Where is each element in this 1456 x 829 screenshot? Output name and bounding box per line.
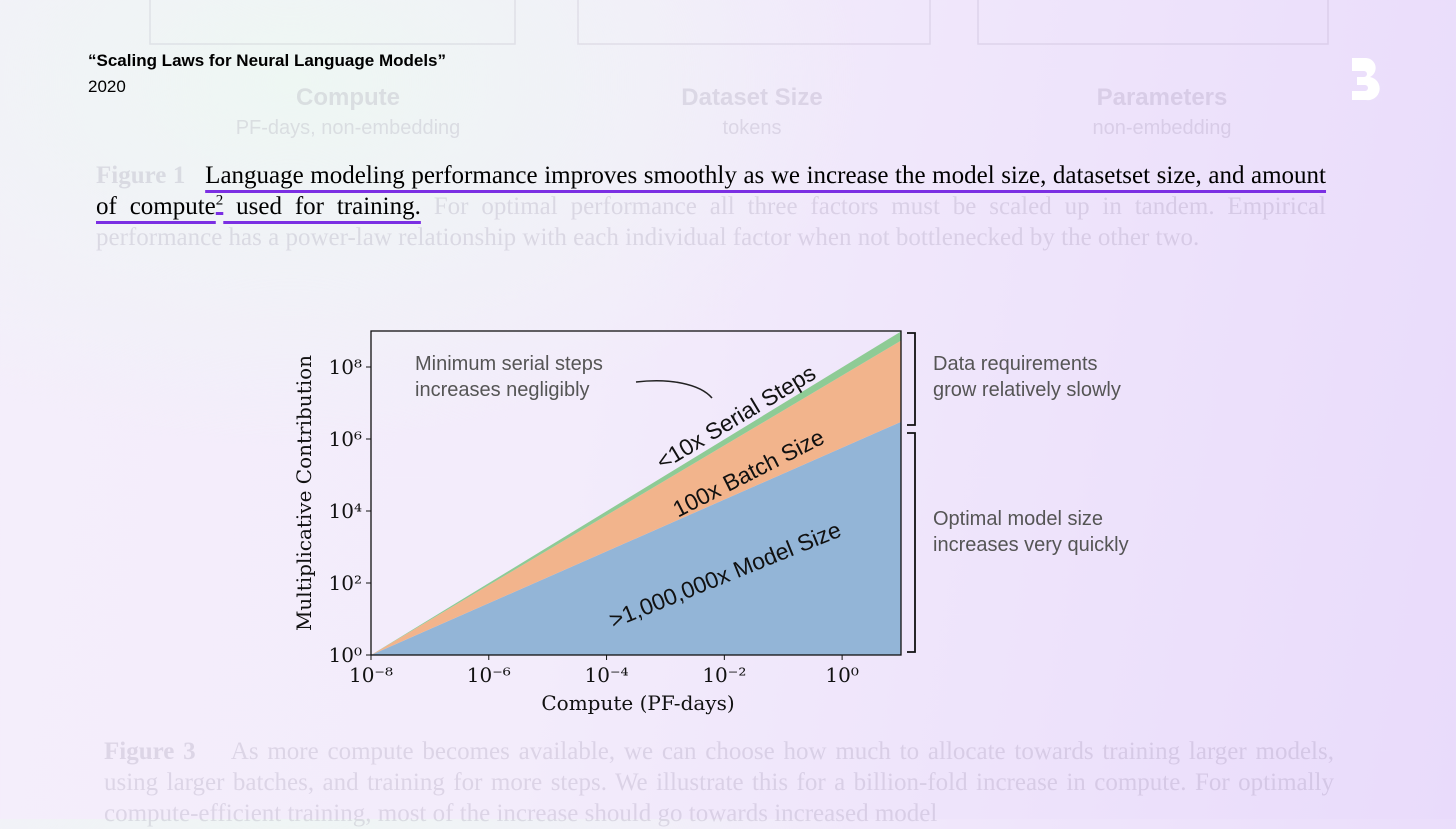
slide-year: 2020: [88, 77, 126, 96]
caption-figure-3: Figure 3 As more compute becomes availab…: [104, 736, 1334, 829]
y-tick-label: 10⁰: [329, 643, 362, 667]
slide-title: “Scaling Laws for Neural Language Models…: [88, 51, 446, 70]
caption-rest: For optimal performance all three factor…: [96, 193, 1327, 251]
faded-panel-title: Dataset Size: [681, 84, 822, 111]
area: [371, 421, 901, 655]
annotation: Minimum serial steps: [415, 353, 603, 375]
y-tick-label: 10⁴: [329, 499, 362, 523]
annotation: grow relatively slowly: [933, 379, 1121, 401]
annotation: increases very quickly: [933, 534, 1129, 556]
faded-panel-title: Parameters: [1097, 84, 1228, 111]
annotation: Optimal model size: [933, 508, 1103, 530]
annotation-arrow: [635, 380, 713, 399]
annotation: increases negligibly: [415, 379, 590, 401]
area: [371, 331, 901, 655]
y-tick-label: 10²: [329, 571, 362, 595]
caption-highlight-end: used for training.: [223, 193, 421, 220]
faded-frames: [149, 0, 1329, 45]
y-tick-label: 10⁸: [329, 355, 362, 379]
caption-footnote: 2: [215, 192, 224, 209]
logo: [1352, 58, 1380, 101]
y-axis-label: Multiplicative Contribution: [292, 355, 316, 631]
faded-panel-subtitle: PF-days, non-embedding: [236, 117, 461, 139]
faded-panel-subtitle: tokens: [723, 117, 782, 139]
x-tick-label: 10⁰: [825, 663, 858, 687]
caption-highlight: Language modeling performance improves s…: [96, 162, 1327, 220]
y-tick-label: 10⁶: [329, 427, 362, 451]
x-tick-label: 10⁻⁶: [467, 663, 511, 687]
chart: 10⁰ 10² 10⁴ 10⁶ 10⁸ 10⁻⁸ 10⁻⁶ 10⁻⁴ 10⁻² 10⁰ Comput…: [292, 330, 1129, 715]
caption-text: As more compute becomes available, we ca…: [104, 738, 1334, 827]
caption-label: Figure 1: [96, 162, 186, 189]
plot-frame: [370, 330, 902, 656]
caption-figure-1: Figure 1 Language modeling performance i…: [96, 160, 1326, 253]
x-tick-label: 10⁻⁸: [349, 663, 393, 687]
x-axis-label: Compute (PF-days): [541, 691, 734, 715]
x-tick-label: 10⁻⁴: [585, 663, 629, 687]
brackets: [907, 332, 916, 653]
x-tick-label: 10⁻²: [702, 663, 746, 687]
caption-label: Figure 3: [104, 738, 196, 765]
annotation: Data requirements: [933, 353, 1098, 375]
faded-panel-title: Compute: [296, 84, 400, 111]
area: [371, 340, 901, 655]
faded-panel-subtitle: non-embedding: [1093, 117, 1232, 139]
